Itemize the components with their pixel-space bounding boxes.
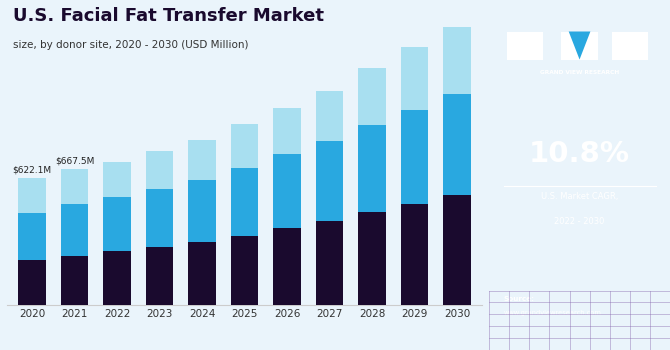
Bar [358, 125, 386, 212]
Text: Source:: Source: [504, 296, 535, 302]
Bar [146, 189, 174, 247]
Bar [61, 256, 88, 304]
Bar [358, 212, 386, 304]
Bar [103, 197, 131, 251]
Bar [61, 204, 88, 256]
FancyBboxPatch shape [507, 32, 543, 60]
Text: GRAND VIEW RESEARCH: GRAND VIEW RESEARCH [540, 70, 619, 75]
Text: www.grandviewresearch.com: www.grandviewresearch.com [504, 310, 602, 316]
Bar [273, 229, 301, 304]
Bar [273, 154, 301, 229]
Bar [146, 152, 174, 189]
Bar [18, 178, 46, 213]
Bar [18, 260, 46, 304]
Text: $667.5M: $667.5M [55, 156, 94, 165]
Bar [358, 68, 386, 125]
Text: size, by donor site, 2020 - 2030 (USD Million): size, by donor site, 2020 - 2030 (USD Mi… [13, 40, 249, 50]
Bar [443, 27, 471, 94]
Bar [18, 213, 46, 260]
Bar [316, 221, 343, 304]
Bar [230, 124, 259, 168]
Bar [146, 247, 174, 304]
Bar [103, 251, 131, 304]
Text: U.S. Market CAGR,: U.S. Market CAGR, [541, 193, 618, 202]
Bar [61, 169, 88, 204]
Bar [443, 94, 471, 195]
Bar [230, 236, 259, 304]
Bar [103, 162, 131, 197]
FancyBboxPatch shape [612, 32, 649, 60]
Bar [188, 241, 216, 304]
Bar [188, 180, 216, 242]
FancyBboxPatch shape [561, 32, 598, 60]
Bar [273, 108, 301, 154]
Text: 2022 - 2030: 2022 - 2030 [554, 217, 605, 226]
Bar [230, 168, 259, 236]
Polygon shape [569, 32, 590, 60]
Text: $622.1M: $622.1M [13, 165, 52, 174]
Bar [316, 91, 343, 141]
Text: 10.8%: 10.8% [529, 140, 630, 168]
Text: U.S. Facial Fat Transfer Market: U.S. Facial Fat Transfer Market [13, 7, 324, 25]
Bar [401, 47, 428, 110]
Bar [401, 204, 428, 304]
Bar [316, 141, 343, 221]
Bar [401, 110, 428, 204]
Bar [443, 195, 471, 304]
Bar [188, 140, 216, 180]
